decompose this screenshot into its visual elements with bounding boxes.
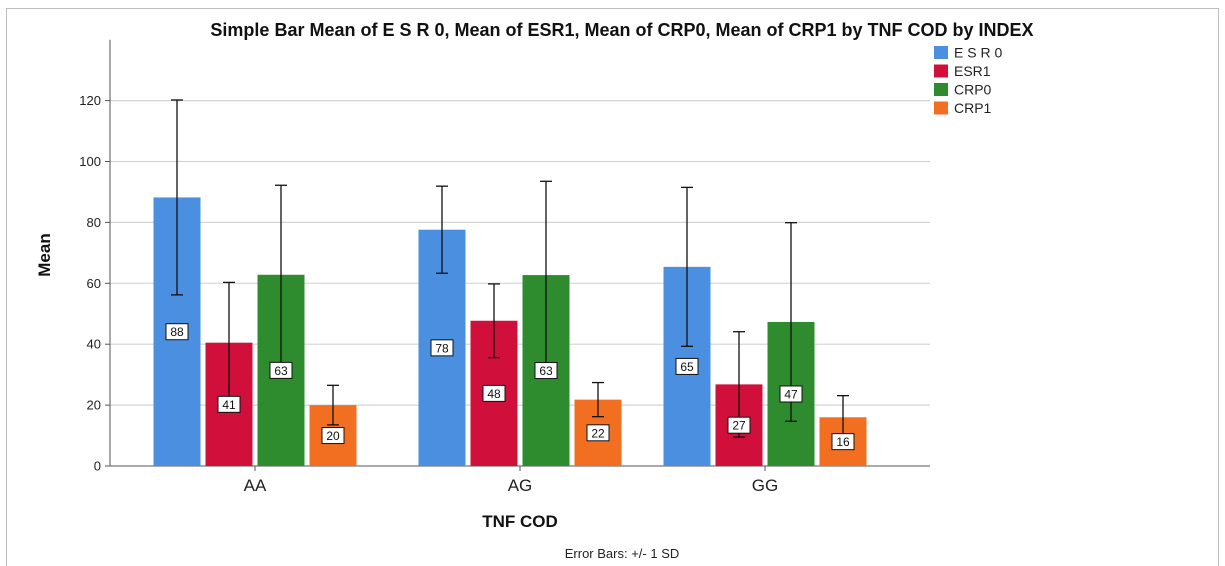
legend-label: ESR1 [954,63,991,79]
y-tick-label: 120 [79,93,101,108]
data-labels: 88 41 63 20 78 48 63 22 65 27 47 16 [165,323,855,451]
data-label-box [165,323,189,341]
y-tick-label: 0 [94,459,101,474]
data-label: 63 [274,364,288,378]
data-label-box [779,385,803,403]
data-label: 78 [435,341,449,355]
data-label-box [217,395,241,413]
data-label-box [586,424,610,442]
legend-swatch [934,46,948,59]
data-label: 88 [170,325,184,339]
data-label: 41 [222,398,236,412]
legend-swatch [934,64,948,78]
x-axis-title: TNF COD [482,512,558,531]
data-label-box [727,416,751,434]
x-tick-label: AA [244,476,267,495]
data-label-box [675,357,699,375]
tick-labels: 0 20 40 60 80 100 120 AA AG GG [79,93,778,495]
data-label: 65 [680,360,694,374]
y-axis-title: Mean [35,233,54,276]
data-label: 48 [487,387,501,401]
data-label: 16 [836,435,850,449]
x-tick-label: GG [752,476,778,495]
legend-label: E S R 0 [954,45,1002,61]
data-label: 47 [784,387,798,401]
data-label: 63 [539,364,553,378]
data-label-box [482,384,506,402]
legend-swatch [934,83,948,96]
y-tick-label: 100 [79,154,101,169]
y-tick-label: 20 [87,398,101,413]
y-tick-label: 40 [87,337,101,352]
data-label: 22 [591,426,605,440]
chart-title: Simple Bar Mean of E S R 0, Mean of ESR1… [210,20,1033,40]
legend-swatch [934,101,948,115]
x-tick-label: AG [508,476,533,495]
legend-label: CRP0 [954,82,992,98]
data-label: 20 [326,429,340,443]
y-tick-label: 60 [87,276,101,291]
data-label: 27 [732,419,746,433]
data-label-box [269,361,293,379]
error-bars [171,99,849,440]
y-tick-label: 80 [87,215,101,230]
error-bar-note: Error Bars: +/- 1 SD [565,546,680,561]
legend: E S R 0 ESR1 CRP0 CRP1 [934,45,1002,116]
data-label-box [430,339,454,357]
data-label-box [321,427,345,445]
legend-label: CRP1 [954,100,992,116]
data-label-box [831,433,855,451]
bars [153,197,867,466]
data-label-box [534,362,558,380]
